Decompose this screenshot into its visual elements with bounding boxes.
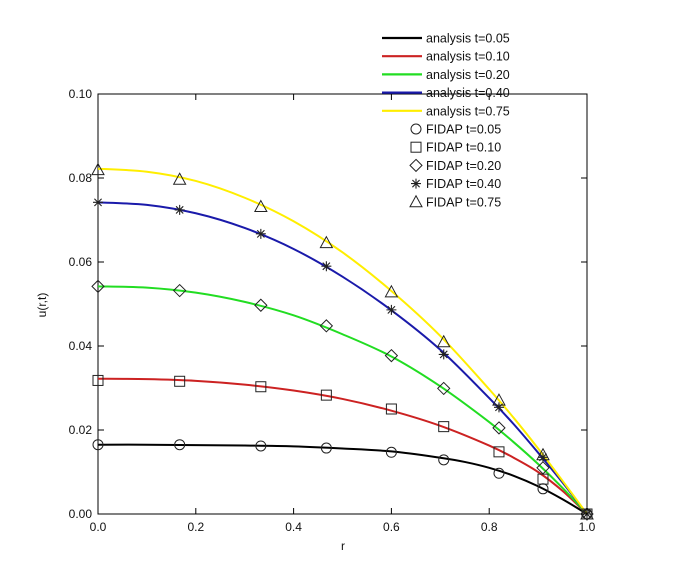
series-line-2 (97, 285, 588, 515)
series-8-point (438, 349, 449, 360)
series-9-point (536, 447, 550, 461)
legend: analysis t=0.05 analysis t=0.10 analysis t… (382, 32, 510, 209)
series-line-4 (97, 167, 588, 515)
series-6-point (92, 374, 104, 386)
legend-label: FIDAP t=0.20 (426, 159, 501, 173)
series-9-point (384, 284, 399, 298)
series-5-point (493, 467, 505, 479)
series-5-point (320, 442, 332, 454)
series-8-point (174, 204, 185, 215)
legend-label: analysis t=0.05 (426, 32, 510, 46)
series-7-point (254, 298, 268, 312)
legend-label: analysis t=0.75 (426, 104, 510, 118)
y-tick-label: 0.10 (69, 87, 93, 101)
legend-label: analysis t=0.40 (426, 86, 510, 100)
y-tick-label: 0.02 (69, 423, 93, 437)
series-6-point (174, 375, 186, 387)
series-5-point (255, 440, 267, 452)
legend-label: FIDAP t=0.40 (426, 177, 501, 191)
legend-marker (409, 158, 423, 173)
series-8-point (493, 402, 504, 413)
x-tick-label: 0.0 (90, 520, 107, 534)
x-tick-label: 1.0 (579, 520, 596, 534)
series-line-0 (97, 443, 588, 515)
series-6-point (320, 389, 332, 401)
series-8-point (255, 228, 266, 239)
legend-label: analysis t=0.10 (426, 50, 510, 64)
x-tick-label: 0.4 (285, 520, 302, 534)
series-7-point (492, 421, 506, 435)
x-axis-label: r (341, 539, 345, 553)
x-tick-label: 0.2 (187, 520, 204, 534)
legend-marker (410, 123, 422, 135)
series-6-point (493, 446, 505, 458)
legend-label: FIDAP t=0.75 (426, 195, 501, 209)
y-axis-label: u(r,t) (35, 293, 49, 318)
series-7-point (536, 461, 550, 475)
series-7-point (437, 381, 451, 396)
y-tick-label: 0.08 (69, 171, 93, 185)
series-9-point (492, 393, 506, 406)
ticks-group: 0.0 0.2 0.4 0.6 0.8 1.0 0.00 0.02 0.04 0.06 0.08 0.… (69, 87, 596, 534)
series-line-3 (97, 201, 588, 515)
series-6-point (385, 403, 397, 415)
x-tick-label: 0.6 (383, 520, 400, 534)
y-tick-label: 0.04 (69, 339, 93, 353)
series-9-point (253, 199, 268, 213)
legend-label: analysis t=0.20 (426, 68, 510, 82)
series-8-point (537, 452, 548, 463)
legend-marker (411, 178, 421, 189)
series-8-point (386, 304, 397, 315)
series-7-point (172, 283, 187, 298)
series-5-point (438, 454, 450, 466)
y-tick-label: 0.00 (69, 507, 93, 521)
legend-label: FIDAP t=0.05 (426, 123, 501, 137)
series-7-point (580, 507, 594, 521)
plot-frame-group (97, 93, 588, 515)
legend-marker (409, 194, 423, 208)
legend-marker (410, 141, 422, 153)
series-6-point (438, 421, 450, 433)
series-9-point (172, 172, 187, 185)
plot-frame (97, 93, 588, 515)
curves-group (97, 167, 588, 515)
y-tick-label: 0.06 (69, 255, 93, 269)
series-8-point (321, 261, 332, 272)
series-9-point (91, 162, 105, 176)
series-7-point (319, 319, 334, 333)
series-7-point (384, 348, 399, 363)
series-8-point (93, 197, 103, 208)
series-9-point (436, 334, 451, 348)
markers-group (91, 162, 594, 521)
legend-label: FIDAP t=0.10 (426, 141, 501, 155)
series-line-1 (97, 377, 588, 515)
series-6-point (255, 381, 267, 393)
series-5-point (385, 446, 397, 458)
x-tick-label: 0.8 (481, 520, 498, 534)
series-5-point (92, 439, 104, 451)
series-5-point (174, 439, 186, 451)
series-7-point (91, 279, 105, 294)
series-9-point (319, 235, 334, 249)
